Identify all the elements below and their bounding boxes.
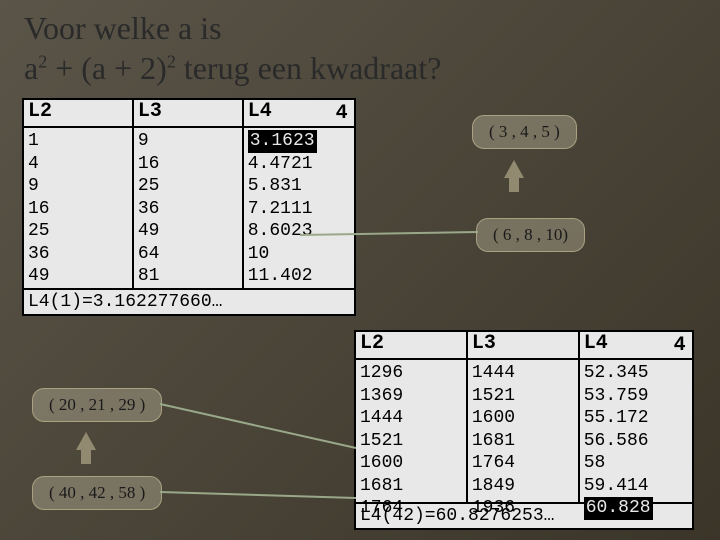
- calc1-col1: 1 4 9 16 25 36 49: [24, 128, 134, 288]
- calc1-footer: L4(1)=3.162277660…: [24, 288, 354, 314]
- calc1-highlight: 3.1623: [248, 130, 317, 153]
- arrow-up-icon: [76, 432, 96, 450]
- calc2-h2: L3: [468, 332, 580, 358]
- connector-line-3: [160, 488, 360, 518]
- slide-title: Voor welke a is a2 + (a + 2)2 terug een …: [24, 8, 441, 88]
- triple-bubble-1: ( 3 , 4 , 5 ): [472, 115, 577, 149]
- calc2-h3: L4 4: [580, 332, 692, 358]
- calc2-body: 1296 1369 1444 1521 1600 1681 1764 1444 …: [356, 360, 692, 502]
- calc1-body: 1 4 9 16 25 36 49 9 16 25 36 49 64 81 3.…: [24, 128, 354, 288]
- calc2-highlight: 60.828: [584, 497, 653, 520]
- calc2-col3: 52.345 53.759 55.172 56.586 58 59.414 60…: [580, 360, 692, 502]
- calc2-header: L2 L3 L4 4: [356, 332, 692, 360]
- title-line2: a2 + (a + 2)2 terug een kwadraat?: [24, 48, 441, 88]
- calc-screen-1: L2 L3 L4 4 1 4 9 16 25 36 49 9 16 25 36 …: [22, 98, 356, 316]
- title-line1: Voor welke a is: [24, 8, 441, 48]
- triple-bubble-4: ( 40 , 42 , 58 ): [32, 476, 162, 510]
- calc2-h1: L2: [356, 332, 468, 358]
- calc1-col2: 9 16 25 36 49 64 81: [134, 128, 244, 288]
- connector-line-2: [160, 400, 360, 460]
- calc1-h1: L2: [24, 100, 134, 126]
- calc1-h2: L3: [134, 100, 244, 126]
- calc2-col1: 1296 1369 1444 1521 1600 1681 1764: [356, 360, 468, 502]
- calc-screen-2: L2 L3 L4 4 1296 1369 1444 1521 1600 1681…: [354, 330, 694, 530]
- arrow-up-icon: [504, 160, 524, 178]
- calc2-col2: 1444 1521 1600 1681 1764 1849 1936: [468, 360, 580, 502]
- calc1-header: L2 L3 L4 4: [24, 100, 354, 128]
- triple-bubble-3: ( 20 , 21 , 29 ): [32, 388, 162, 422]
- calc1-col3: 3.1623 4.4721 5.831 7.2111 8.6023 10 11.…: [244, 128, 354, 288]
- triple-bubble-2: ( 6 , 8 , 10): [476, 218, 585, 252]
- calc1-h3: L4 4: [244, 100, 354, 126]
